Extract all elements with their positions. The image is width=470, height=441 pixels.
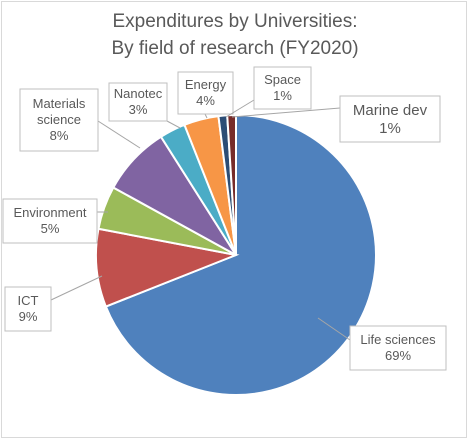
leader-line-life-sciences: [317, 317, 351, 341]
leader-line-materials-science: [97, 120, 141, 149]
slice-label-energy: Energy: [185, 77, 227, 92]
leader-line-energy: [204, 113, 208, 119]
label-box-space: [253, 66, 312, 110]
label-box-life-sciences: [349, 325, 447, 371]
label-box-nanotec: [108, 82, 168, 122]
slice-percent-nanotec: 3%: [129, 102, 148, 117]
slice-label-materials-science: Materials: [33, 96, 86, 111]
slice-percent-space: 1%: [273, 88, 292, 103]
slice-percent-environment: 5%: [41, 221, 60, 236]
leader-line-space: [225, 99, 255, 118]
slice-percent-life-sciences: 69%: [385, 348, 411, 363]
slice-percent-marine-dev: 1%: [379, 120, 401, 137]
slice-percent-ict: 9%: [19, 309, 38, 324]
label-box-marine-dev: [339, 95, 441, 143]
leader-line-ict: [50, 275, 103, 301]
chart-title: Expenditures by Universities: By field o…: [0, 8, 470, 62]
slice-label-marine-dev: Marine dev: [353, 102, 428, 119]
pie-slice-marine-dev: [226, 113, 237, 256]
slice-percent-energy: 4%: [196, 93, 215, 108]
pie-slice-ict: [95, 227, 240, 308]
label-box-materials-science: [19, 88, 99, 152]
slice-label-ict: ICT: [18, 293, 39, 308]
slice-label-life-sciences: Life sciences: [360, 332, 436, 347]
chart-title-line-1: Expenditures by Universities:: [112, 11, 358, 32]
leader-line-marine-dev: [231, 107, 341, 118]
label-box-environment: [2, 198, 98, 244]
slice-percent-materials-science: 8%: [50, 128, 69, 143]
label-box-energy: [177, 71, 234, 115]
label-box-ict: [4, 286, 52, 332]
slice-label-space: Space: [264, 72, 301, 87]
chart-title-line-2: By field of research (FY2020): [111, 38, 359, 59]
slice-label-nanotec: Nanotec: [114, 86, 163, 101]
leader-line-nanotec: [166, 120, 181, 129]
slice-label-environment: Environment: [14, 205, 87, 220]
slice-label-materials-science: science: [37, 112, 81, 127]
